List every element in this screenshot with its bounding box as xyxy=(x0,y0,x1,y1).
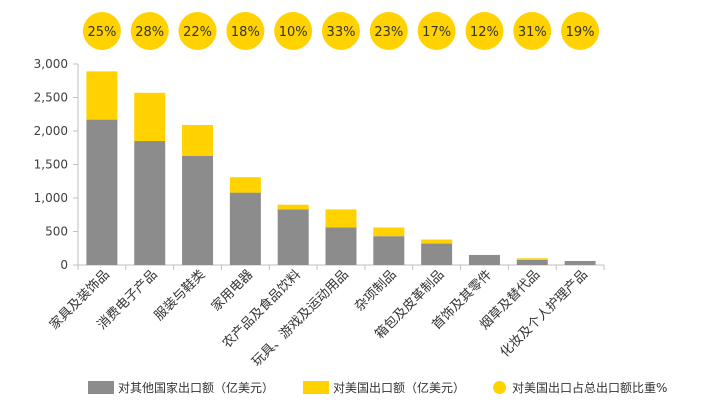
bar-other-countries xyxy=(277,209,309,265)
share-bubble-label: 10% xyxy=(279,25,308,40)
y-tick-label: 1,000 xyxy=(34,191,68,205)
bar-usa xyxy=(325,209,357,228)
x-tick-label: 化妆及个人护理产品 xyxy=(498,267,591,360)
bar-other-countries xyxy=(134,141,166,265)
legend-label-usa: 对美国出口额（亿美元） xyxy=(333,381,466,395)
bar-other-countries xyxy=(516,259,548,265)
share-bubble-label: 31% xyxy=(518,25,547,40)
x-tick-label: 杂项制品 xyxy=(352,267,399,314)
share-bubble xyxy=(369,12,408,50)
share-bubble xyxy=(130,12,169,50)
legend-swatch-usa xyxy=(303,381,329,394)
legend: 对其他国家出口额（亿美元） 对美国出口额（亿美元） 对美国出口占总出口额比重% xyxy=(0,373,709,403)
share-bubble xyxy=(417,12,456,50)
x-tick-label: 玩具、游戏及运动用品 xyxy=(249,267,352,370)
share-bubble xyxy=(82,12,121,50)
x-tick-label: 家用电器 xyxy=(208,267,256,315)
bar-usa xyxy=(229,177,261,193)
y-axis: 0 500 1,000 1,500 2,000 2,500 3,000 xyxy=(34,57,605,272)
share-bubble-label: 25% xyxy=(87,25,116,40)
legend-dot-share xyxy=(493,381,506,394)
bar-other-countries xyxy=(564,260,596,265)
y-tick-label: 2,500 xyxy=(34,91,68,105)
share-bubble-label: 19% xyxy=(566,25,595,40)
y-tick-label: 2,000 xyxy=(34,124,68,138)
share-bubble-label: 12% xyxy=(470,25,499,40)
bar-usa xyxy=(373,227,405,237)
bar-usa xyxy=(277,204,309,210)
y-tick-label: 500 xyxy=(45,225,68,239)
share-bubble-label: 17% xyxy=(422,25,451,40)
bar-usa xyxy=(516,258,548,260)
share-bubble xyxy=(465,12,504,50)
bar-other-countries xyxy=(325,227,357,265)
bar-usa xyxy=(134,92,166,142)
y-tick-label: 0 xyxy=(60,258,68,272)
x-axis-labels: 家具及装饰品消费电子产品服装与鞋类 家用电器农产品及食品饮料玩具、游戏及运动用品杂… xyxy=(46,267,591,370)
legend-label-share: 对美国出口占总出口额比重% xyxy=(512,381,668,395)
bar-usa xyxy=(86,71,118,120)
share-bubble-label: 22% xyxy=(183,25,212,40)
bar-other-countries xyxy=(182,155,214,265)
share-bubble-label: 18% xyxy=(231,25,260,40)
share-bubble-group: 25% 28% 22% 18% 10% 33% 23% 17% 12% 31% 19% xyxy=(82,12,600,50)
share-bubble-label: 23% xyxy=(374,25,403,40)
x-tick-label: 服装与鞋类 xyxy=(151,267,208,324)
stacked-bar-chart: 0 500 1,000 1,500 2,000 2,500 3,000 25% 28% 22% 1… xyxy=(34,12,605,370)
x-tick-label: 农产品及食品饮料 xyxy=(219,267,304,352)
legend-label-other-countries: 对其他国家出口额（亿美元） xyxy=(118,381,275,395)
bar-other-countries xyxy=(468,254,500,265)
share-bubble-label: 33% xyxy=(327,25,356,40)
bar-usa xyxy=(182,124,214,156)
share-bubble xyxy=(513,12,552,50)
bar-usa xyxy=(421,239,453,244)
share-bubble xyxy=(226,12,265,50)
legend-swatch-other-countries xyxy=(88,381,114,394)
legend-item-other-countries: 对其他国家出口额（亿美元） xyxy=(88,379,274,396)
y-tick-label: 1,500 xyxy=(34,158,68,172)
bar-other-countries xyxy=(421,243,453,265)
share-bubble-label: 28% xyxy=(135,25,164,40)
share-bubble xyxy=(178,12,217,50)
legend-item-usa: 对美国出口额（亿美元） xyxy=(303,379,465,396)
share-bubble xyxy=(561,12,600,50)
bar-other-countries xyxy=(373,236,405,265)
share-bubble xyxy=(322,12,360,50)
legend-item-share: 对美国出口占总出口额比重% xyxy=(493,379,667,396)
bar-group xyxy=(86,71,596,265)
bar-other-countries xyxy=(86,119,118,265)
bar-other-countries xyxy=(229,192,261,265)
y-tick-label: 3,000 xyxy=(34,57,68,71)
share-bubble xyxy=(274,12,313,50)
